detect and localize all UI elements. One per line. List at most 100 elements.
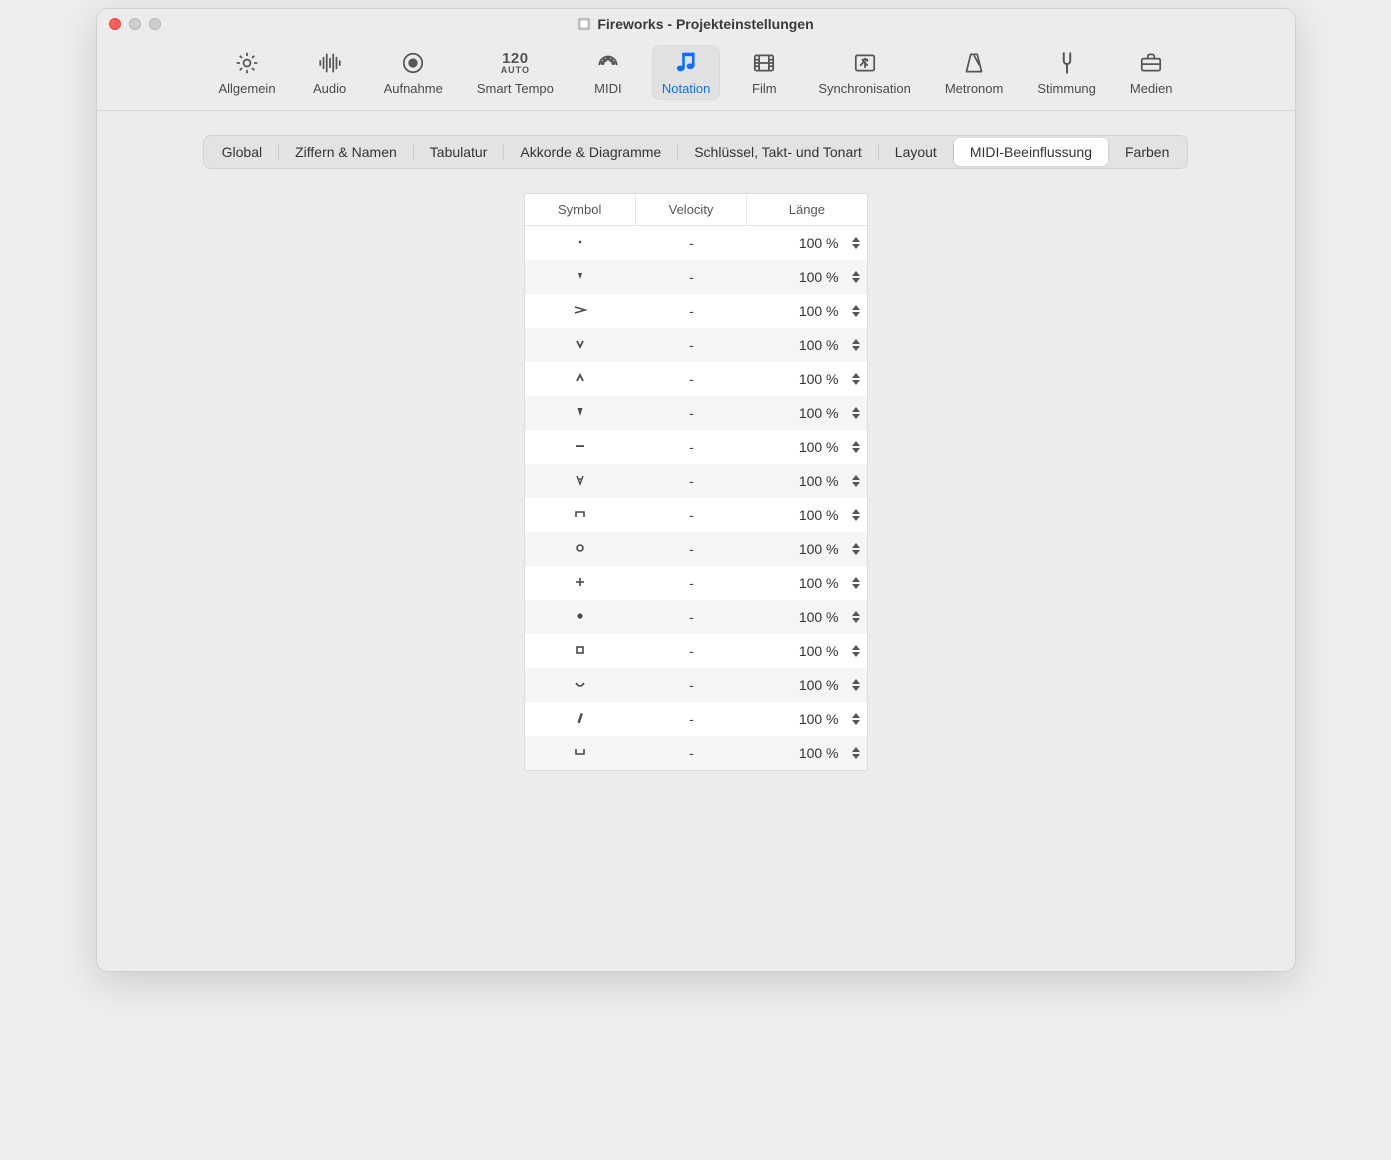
col-header-velocity[interactable]: Velocity	[636, 194, 747, 225]
toolbar-label-smart-tempo: Smart Tempo	[477, 81, 554, 96]
table-row[interactable]: - 100 %	[525, 668, 867, 702]
length-cell[interactable]: 100 %	[747, 575, 866, 591]
toolbar-medien[interactable]: Medien	[1120, 45, 1183, 100]
table-row[interactable]: -100 %	[525, 260, 867, 294]
toolbar-allgemein[interactable]: Allgemein	[208, 45, 285, 100]
titlebar: Fireworks - Projekteinstellungen	[97, 9, 1295, 39]
table-row[interactable]: -100 %	[525, 702, 867, 736]
toolbar-midi[interactable]: MIDI	[578, 45, 638, 100]
bracket-up-icon	[572, 744, 588, 763]
toolbar-label-aufnahme: Aufnahme	[384, 81, 443, 96]
length-cell[interactable]: 100 %	[747, 745, 866, 761]
length-cell[interactable]: 100 %	[747, 711, 866, 727]
length-stepper[interactable]	[849, 335, 863, 355]
length-cell[interactable]: 100 %	[747, 439, 866, 455]
length-stepper[interactable]	[849, 267, 863, 287]
length-stepper[interactable]	[849, 573, 863, 593]
staccatissimo-down-icon	[572, 268, 588, 287]
length-stepper[interactable]	[849, 505, 863, 525]
table-row[interactable]: -100 %	[525, 396, 867, 430]
table-row[interactable]: -100 %	[525, 566, 867, 600]
toolbar-stimmung[interactable]: Stimmung	[1027, 45, 1106, 100]
table-row[interactable]: -100 %	[525, 362, 867, 396]
toolbar-metronom[interactable]: Metronom	[935, 45, 1014, 100]
table-row[interactable]: -100 %	[525, 736, 867, 770]
smart-tempo-bpm: 120	[501, 51, 530, 66]
toolbar-audio[interactable]: Audio	[300, 45, 360, 100]
length-stepper[interactable]	[849, 675, 863, 695]
length-cell[interactable]: 100 %	[747, 677, 866, 693]
toolbar-film[interactable]: Film	[734, 45, 794, 100]
subtab-segmented-control: GlobalZiffern & NamenTabulaturAkkorde & …	[203, 135, 1189, 169]
length-stepper[interactable]	[849, 743, 863, 763]
subtab-schluessel[interactable]: Schlüssel, Takt- und Tonart	[678, 138, 878, 166]
table-row[interactable]: -100 %	[525, 226, 867, 260]
length-stepper[interactable]	[849, 607, 863, 627]
length-cell[interactable]: 100 %	[747, 473, 866, 489]
velocity-cell[interactable]: -	[636, 269, 747, 285]
velocity-cell[interactable]: -	[636, 337, 747, 353]
table-row[interactable]: -100 %	[525, 634, 867, 668]
symbol-cell	[525, 574, 636, 593]
velocity-cell[interactable]: -	[636, 609, 747, 625]
subtab-layout[interactable]: Layout	[879, 138, 953, 166]
length-cell[interactable]: 100 %	[747, 507, 866, 523]
col-header-length[interactable]: Länge	[747, 194, 866, 225]
velocity-cell[interactable]: -	[636, 473, 747, 489]
length-stepper[interactable]	[849, 709, 863, 729]
table-row[interactable]: - 100 %	[525, 328, 867, 362]
velocity-cell[interactable]: -	[636, 405, 747, 421]
length-stepper[interactable]	[849, 539, 863, 559]
length-stepper[interactable]	[849, 233, 863, 253]
subtab-ziffern[interactable]: Ziffern & Namen	[279, 138, 413, 166]
velocity-cell[interactable]: -	[636, 507, 747, 523]
length-cell[interactable]: 100 %	[747, 303, 866, 319]
length-cell[interactable]: 100 %	[747, 235, 866, 251]
length-cell[interactable]: 100 %	[747, 371, 866, 387]
length-stepper[interactable]	[849, 641, 863, 661]
subtab-global[interactable]: Global	[206, 138, 278, 166]
subtab-midi-infl[interactable]: MIDI-Beeinflussung	[954, 138, 1108, 166]
velocity-cell[interactable]: -	[636, 439, 747, 455]
subtab-tabulatur[interactable]: Tabulatur	[414, 138, 504, 166]
length-stepper[interactable]	[849, 471, 863, 491]
velocity-cell[interactable]: -	[636, 541, 747, 557]
table-row[interactable]: -100 %	[525, 600, 867, 634]
table-row[interactable]: -100 %	[525, 294, 867, 328]
table-row[interactable]: -100 %	[525, 532, 867, 566]
film-icon	[750, 49, 778, 77]
toolbar-smart-tempo[interactable]: 120 AUTO Smart Tempo	[467, 45, 564, 100]
velocity-cell[interactable]: -	[636, 575, 747, 591]
subtab-akkorde[interactable]: Akkorde & Diagramme	[504, 138, 677, 166]
length-cell[interactable]: 100 %	[747, 405, 866, 421]
toolbar-synchronisation[interactable]: Synchronisation	[808, 45, 921, 100]
table-row[interactable]: -100 %	[525, 464, 867, 498]
length-cell[interactable]: 100 %	[747, 541, 866, 557]
waveform-icon	[316, 49, 344, 77]
length-value: 100 %	[799, 677, 839, 693]
toolbar-aufnahme[interactable]: Aufnahme	[374, 45, 453, 100]
length-stepper[interactable]	[849, 301, 863, 321]
symbol-cell	[525, 676, 636, 695]
length-cell[interactable]: 100 %	[747, 337, 866, 353]
length-cell[interactable]: 100 %	[747, 269, 866, 285]
length-stepper[interactable]	[849, 437, 863, 457]
velocity-cell[interactable]: -	[636, 745, 747, 761]
table-row[interactable]: -100 %	[525, 430, 867, 464]
length-cell[interactable]: 100 %	[747, 643, 866, 659]
table-row[interactable]: -100 %	[525, 498, 867, 532]
subtab-farben[interactable]: Farben	[1109, 138, 1185, 166]
length-value: 100 %	[799, 337, 839, 353]
velocity-cell[interactable]: -	[636, 711, 747, 727]
length-cell[interactable]: 100 %	[747, 609, 866, 625]
col-header-symbol[interactable]: Symbol	[525, 194, 636, 225]
toolbar-notation[interactable]: Notation	[652, 45, 720, 100]
velocity-cell[interactable]: -	[636, 677, 747, 693]
velocity-cell[interactable]: -	[636, 235, 747, 251]
length-stepper[interactable]	[849, 369, 863, 389]
velocity-cell[interactable]: -	[636, 371, 747, 387]
plus-icon	[572, 574, 588, 593]
velocity-cell[interactable]: -	[636, 643, 747, 659]
length-stepper[interactable]	[849, 403, 863, 423]
velocity-cell[interactable]: -	[636, 303, 747, 319]
